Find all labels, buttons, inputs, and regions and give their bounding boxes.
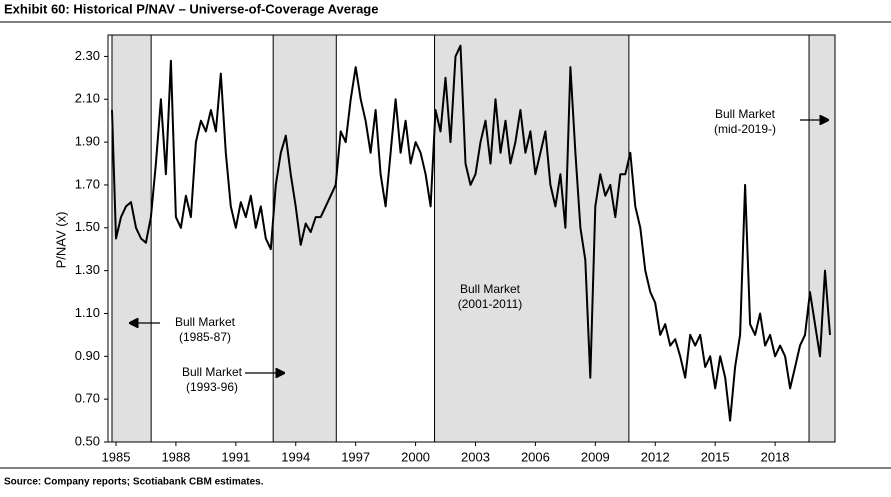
arrow-layer (130, 120, 828, 373)
annotation: Bull Market (182, 365, 243, 379)
x-tick-label: 2000 (401, 449, 430, 464)
shade-layer (111, 34, 836, 443)
y-tick-label: 1.90 (75, 134, 100, 149)
x-tick-label: 2006 (521, 449, 550, 464)
x-tick-label: 1985 (102, 449, 131, 464)
x-tick-label: 1997 (341, 449, 370, 464)
x-tick-label: 2015 (701, 449, 730, 464)
bull-market-band (808, 34, 836, 443)
source: Source: Company reports; Scotiabank CBM … (4, 477, 264, 488)
bull-market-band (272, 34, 337, 443)
annotation: Bull Market (715, 107, 776, 121)
annotation: (1985-87) (179, 330, 231, 344)
bull-market-band (111, 34, 152, 443)
y-tick-label: 0.70 (75, 391, 100, 406)
annotation: Bull Market (175, 315, 236, 329)
y-tick-label: 1.30 (75, 262, 100, 277)
y-tick-label: 2.30 (75, 48, 100, 63)
y-tick-label: 1.50 (75, 219, 100, 234)
x-tick-label: 2012 (641, 449, 670, 464)
plot-frame (107, 34, 836, 443)
x-tick-label: 1994 (281, 449, 310, 464)
pnav-line (111, 44, 831, 422)
x-tick-label: 2018 (761, 449, 790, 464)
y-tick-label: 1.70 (75, 176, 100, 191)
chart-title: Exhibit 60: Historical P/NAV – Universe-… (4, 1, 378, 16)
plot-layer: 0.50 0.70 0.90 1.10 1.30 1.50 1.70 1.90 2.10 2.30… (75, 34, 836, 464)
y-tick-label: 0.90 (75, 348, 100, 363)
x-tick-label: 2003 (461, 449, 490, 464)
y-axis-label: P/NAV (x) (53, 212, 68, 269)
y-tick-label: 1.10 (75, 305, 100, 320)
x-tick-label: 1991 (221, 449, 250, 464)
y-tick-label: 0.50 (75, 433, 100, 448)
annotation: Bull Market (460, 282, 521, 296)
bull-market-band (434, 34, 630, 443)
annotation: (mid-2019-) (714, 122, 776, 136)
y-tick-label: 2.10 (75, 91, 100, 106)
x-tick-label: 1988 (161, 449, 190, 464)
annotation: (1993-96) (186, 380, 238, 394)
x-tick-label: 2009 (581, 449, 610, 464)
annotation: (2001-2011) (458, 297, 523, 311)
